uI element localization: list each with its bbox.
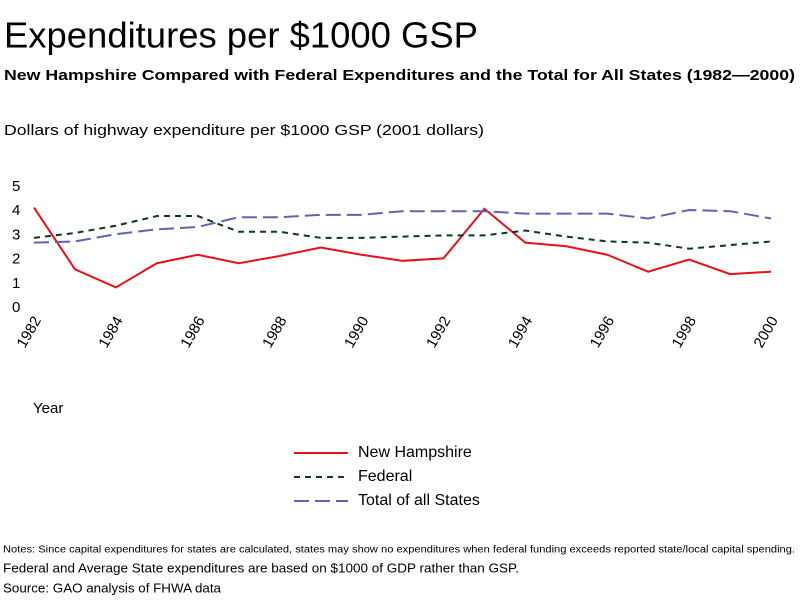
note: Source: GAO analysis of FHWA data [3, 580, 222, 595]
x-tick-label: 1982 [13, 313, 44, 350]
legend-label: Federal [358, 468, 412, 485]
x-tick-label: 1986 [177, 313, 208, 350]
x-tick-label: 1990 [341, 313, 372, 350]
x-tick-label: 1984 [95, 313, 126, 350]
y-axis-label: Dollars of highway expenditure per $1000… [4, 122, 484, 139]
note: Notes: Since capital expenditures for st… [3, 545, 795, 556]
x-tick-label: 1998 [669, 313, 700, 350]
y-tick-label: 4 [12, 202, 20, 219]
chart-title: Expenditures per $1000 GSP [4, 15, 478, 56]
x-axis-label: Year [33, 400, 63, 417]
legend-label: Total of all States [358, 492, 480, 509]
legend-label: New Hampshire [358, 444, 472, 461]
note: Federal and Average State expenditures a… [3, 560, 519, 575]
series-line [33, 208, 772, 244]
chart-subtitle: New Hampshire Compared with Federal Expe… [4, 67, 795, 84]
y-tick-label: 3 [12, 226, 20, 243]
y-tick-label: 1 [12, 275, 20, 292]
y-tick-label: 2 [12, 251, 20, 268]
series-line [33, 215, 772, 250]
x-tick-label: 1988 [259, 313, 290, 350]
x-tick-label: 1994 [505, 313, 536, 350]
x-tick-label: 1996 [587, 313, 618, 350]
y-tick-label: 5 [12, 178, 20, 195]
x-tick-label: 1992 [423, 313, 454, 350]
x-tick-label: 2000 [750, 313, 781, 350]
y-tick-label: 0 [12, 299, 20, 316]
series-line [33, 207, 772, 289]
